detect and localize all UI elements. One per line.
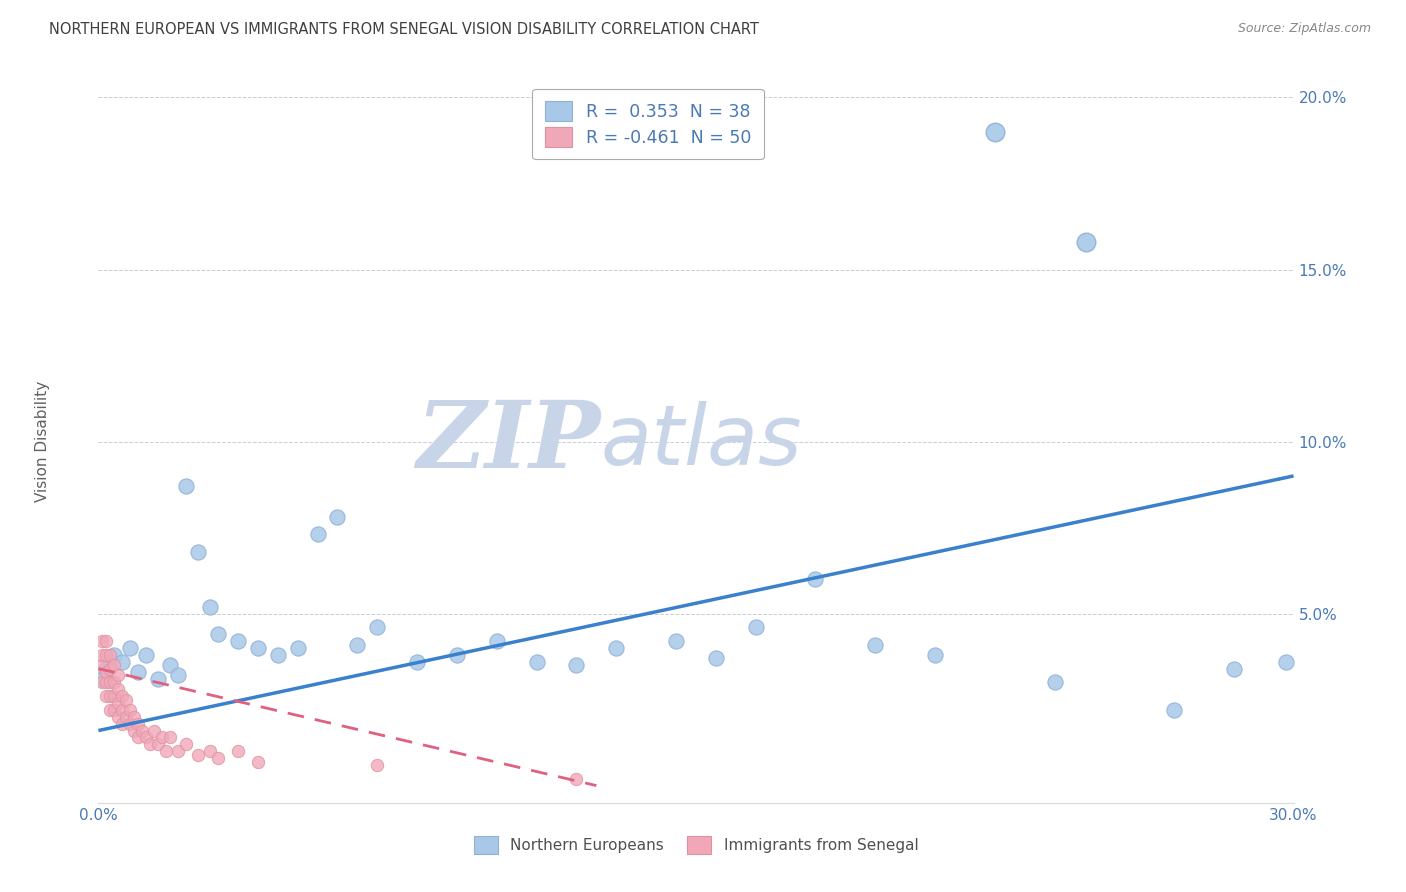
Point xyxy=(120,640,142,655)
Point xyxy=(107,668,129,682)
Point xyxy=(91,658,114,673)
Point xyxy=(103,689,125,703)
Point xyxy=(103,658,125,673)
Point xyxy=(111,716,134,731)
Point xyxy=(198,599,221,614)
Point xyxy=(924,648,946,662)
Point xyxy=(207,751,229,765)
Point xyxy=(1043,675,1066,690)
Point xyxy=(107,710,129,724)
Point xyxy=(124,723,146,738)
Point xyxy=(174,479,197,493)
Text: atlas: atlas xyxy=(600,401,801,482)
Point xyxy=(91,634,114,648)
Point xyxy=(526,655,548,669)
Point xyxy=(139,737,162,751)
Point xyxy=(226,634,249,648)
Point xyxy=(984,125,1007,139)
Point xyxy=(96,648,118,662)
Point xyxy=(98,689,122,703)
Point xyxy=(865,638,887,652)
Point xyxy=(665,634,688,648)
Point xyxy=(127,716,149,731)
Point xyxy=(127,731,149,745)
Point xyxy=(120,716,142,731)
Point xyxy=(446,648,468,662)
Point xyxy=(1076,235,1098,249)
Point xyxy=(1274,655,1296,669)
Y-axis label: Vision Disability: Vision Disability xyxy=(35,381,49,502)
Point xyxy=(187,544,209,558)
Point xyxy=(406,655,429,669)
Point xyxy=(91,672,114,686)
Point xyxy=(198,744,221,758)
Text: NORTHERN EUROPEAN VS IMMIGRANTS FROM SENEGAL VISION DISABILITY CORRELATION CHART: NORTHERN EUROPEAN VS IMMIGRANTS FROM SEN… xyxy=(49,22,759,37)
Point xyxy=(704,651,727,665)
Point xyxy=(187,747,209,762)
Point xyxy=(143,723,166,738)
Point xyxy=(120,703,142,717)
Point xyxy=(226,744,249,758)
Point xyxy=(485,634,508,648)
Point xyxy=(131,723,153,738)
Point xyxy=(155,744,177,758)
Point xyxy=(605,640,627,655)
Point xyxy=(148,737,170,751)
Point xyxy=(804,572,827,586)
Point xyxy=(565,772,588,786)
Point xyxy=(565,658,588,673)
Point xyxy=(135,731,157,745)
Point xyxy=(115,710,138,724)
Point xyxy=(103,648,125,662)
Point xyxy=(159,658,181,673)
Point xyxy=(96,675,118,690)
Text: ZIP: ZIP xyxy=(416,397,600,486)
Point xyxy=(127,665,149,679)
Point xyxy=(366,620,388,634)
Point xyxy=(98,675,122,690)
Point xyxy=(287,640,309,655)
Point xyxy=(91,648,114,662)
Point xyxy=(1163,703,1185,717)
Point xyxy=(135,648,157,662)
Point xyxy=(207,627,229,641)
Point xyxy=(366,758,388,772)
Point xyxy=(91,675,114,690)
Point xyxy=(267,648,290,662)
Point xyxy=(98,648,122,662)
Point xyxy=(1223,662,1246,676)
Point xyxy=(167,668,190,682)
Point xyxy=(103,703,125,717)
Point xyxy=(159,731,181,745)
Point xyxy=(124,710,146,724)
Point xyxy=(115,692,138,706)
Point xyxy=(745,620,768,634)
Point xyxy=(326,510,349,524)
Legend: Northern Europeans, Immigrants from Senegal: Northern Europeans, Immigrants from Sene… xyxy=(467,830,925,860)
Point xyxy=(96,634,118,648)
Point xyxy=(107,696,129,710)
Point xyxy=(111,703,134,717)
Point xyxy=(346,638,368,652)
Point xyxy=(111,655,134,669)
Point xyxy=(246,640,269,655)
Point xyxy=(167,744,190,758)
Point xyxy=(150,731,173,745)
Point xyxy=(307,527,329,541)
Point xyxy=(111,689,134,703)
Point xyxy=(98,703,122,717)
Point xyxy=(103,675,125,690)
Point xyxy=(96,662,118,676)
Point xyxy=(246,755,269,769)
Point xyxy=(98,662,122,676)
Point xyxy=(96,689,118,703)
Text: Source: ZipAtlas.com: Source: ZipAtlas.com xyxy=(1237,22,1371,36)
Point xyxy=(148,672,170,686)
Point xyxy=(107,682,129,697)
Point xyxy=(174,737,197,751)
Point xyxy=(96,665,118,679)
